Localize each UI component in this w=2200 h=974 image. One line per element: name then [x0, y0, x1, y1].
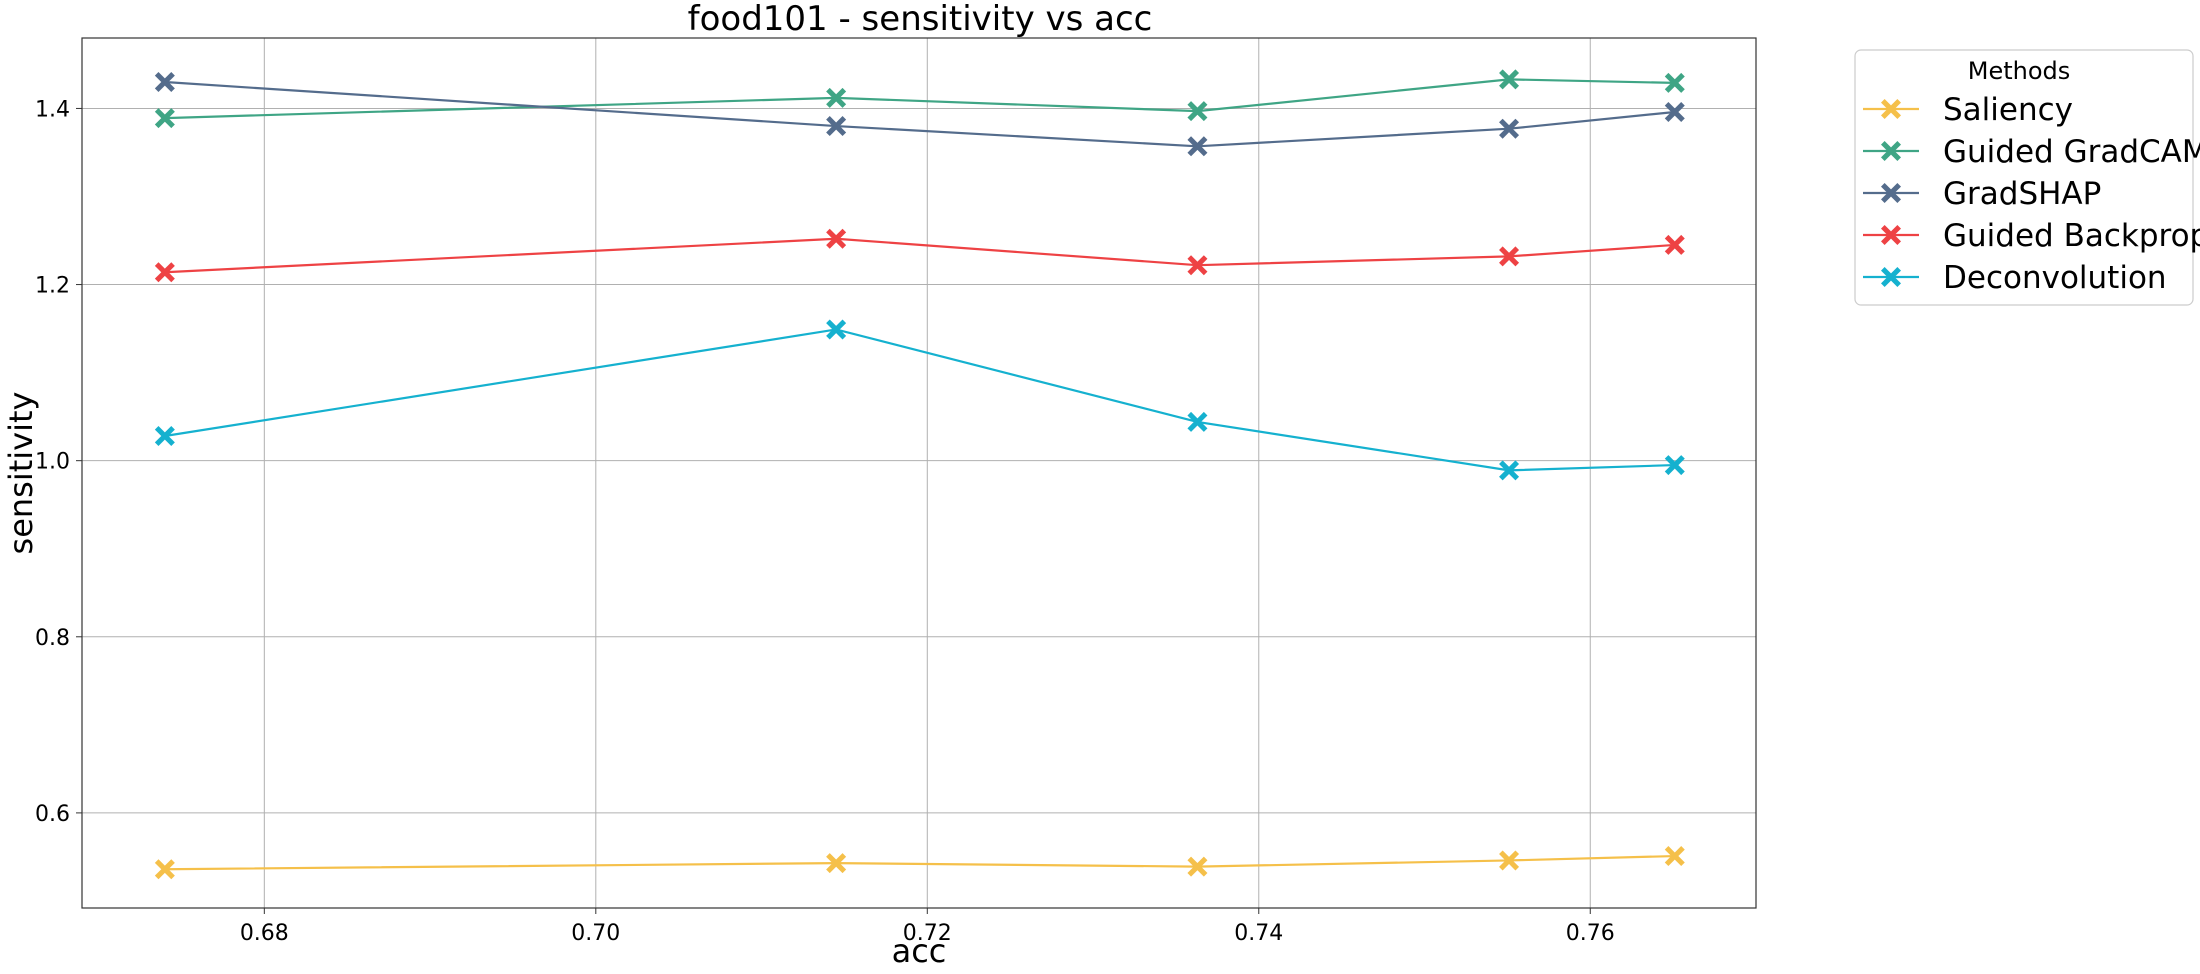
x-tick-label: 0.68	[240, 921, 289, 946]
plot-frame	[81, 37, 1757, 909]
legend-marker	[1881, 141, 1901, 161]
data-point-deconvolution	[154, 426, 175, 447]
series-line-deconvolution	[164, 328, 1675, 472]
data-point-saliency	[154, 859, 175, 880]
legend-item-gradshap: GradSHAP	[1863, 176, 2101, 212]
legend-item-saliency: Saliency	[1863, 92, 2073, 128]
data-point-guided-gradcam	[1664, 72, 1685, 93]
data-point-saliency	[1499, 850, 1520, 871]
series-gradshap	[154, 72, 1685, 157]
data-point-gradshap	[1187, 136, 1208, 157]
legend-item-deconvolution: Deconvolution	[1863, 260, 2167, 296]
legend: Methods Saliency Guided GradCAM GradSHAP Gu…	[1854, 49, 2200, 306]
x-tick-label: 0.72	[903, 921, 952, 946]
legend-marker	[1881, 99, 1901, 119]
data-point-gradshap	[154, 72, 175, 93]
data-point-guided-backprop	[154, 262, 175, 283]
data-point-saliency	[826, 853, 847, 874]
data-point-gradshap	[1664, 101, 1685, 122]
series-line-gradshap	[164, 80, 1675, 148]
series-deconvolution	[154, 319, 1685, 481]
series-line-guided-backprop	[164, 237, 1675, 274]
legend-marker	[1881, 183, 1901, 203]
x-tick-label: 0.76	[1566, 921, 1615, 946]
legend-item-guided-backprop: Guided Backprop	[1863, 218, 2200, 254]
data-point-guided-backprop	[1664, 234, 1685, 255]
data-point-gradshap	[826, 116, 847, 137]
data-point-deconvolution	[1499, 460, 1520, 481]
x-tick-label: 0.70	[571, 921, 620, 946]
legend-title: Methods	[1968, 57, 2071, 85]
data-point-guided-gradcam	[826, 87, 847, 108]
data-point-saliency	[1664, 846, 1685, 867]
data-point-guided-gradcam	[154, 108, 175, 129]
series-line-guided-gradcam	[164, 78, 1675, 120]
legend-marker	[1881, 267, 1901, 287]
grid	[82, 38, 1756, 908]
legend-marker	[1881, 225, 1901, 245]
x-axis: 0.68 0.70 0.72 0.74 0.76	[240, 908, 1615, 946]
y-axis: 0.6 0.8 1.0 1.2 1.4	[35, 97, 82, 827]
data-point-deconvolution	[826, 319, 847, 340]
data-point-guided-backprop	[1187, 255, 1208, 276]
data-point-guided-gradcam	[1499, 69, 1520, 90]
data-point-saliency	[1187, 856, 1208, 877]
data-point-guided-gradcam	[1187, 101, 1208, 122]
chart-title: food101 - sensitivity vs acc	[688, 0, 1153, 39]
series-guided-gradcam	[154, 69, 1685, 129]
legend-label: Deconvolution	[1943, 260, 2167, 296]
legend-label: Saliency	[1943, 92, 2073, 128]
legend-label: Guided Backprop	[1943, 218, 2200, 254]
x-tick-label: 0.74	[1234, 921, 1283, 946]
data-point-deconvolution	[1187, 411, 1208, 432]
y-tick-label: 0.6	[35, 802, 70, 827]
legend-item-guided-gradcam: Guided GradCAM	[1863, 134, 2200, 170]
y-axis-title: sensitivity	[2, 392, 40, 555]
y-tick-label: 0.8	[35, 626, 70, 651]
y-tick-label: 1.0	[35, 450, 70, 475]
data-point-guided-backprop	[826, 228, 847, 249]
legend-label: Guided GradCAM	[1943, 134, 2200, 170]
legend-label: GradSHAP	[1943, 176, 2101, 212]
series-guided-backprop	[154, 228, 1685, 283]
data-point-gradshap	[1499, 118, 1520, 139]
legend-box	[1854, 49, 2194, 306]
x-axis-title: acc	[892, 932, 947, 970]
legend-items: Saliency Guided GradCAM GradSHAP Guided Bac…	[1863, 92, 2200, 296]
series-saliency	[154, 846, 1685, 880]
data-point-deconvolution	[1664, 455, 1685, 476]
series-line-saliency	[164, 854, 1675, 871]
data-point-guided-backprop	[1499, 246, 1520, 267]
y-tick-label: 1.2	[35, 274, 70, 299]
series-layer	[154, 69, 1685, 880]
y-tick-label: 1.4	[35, 97, 70, 122]
